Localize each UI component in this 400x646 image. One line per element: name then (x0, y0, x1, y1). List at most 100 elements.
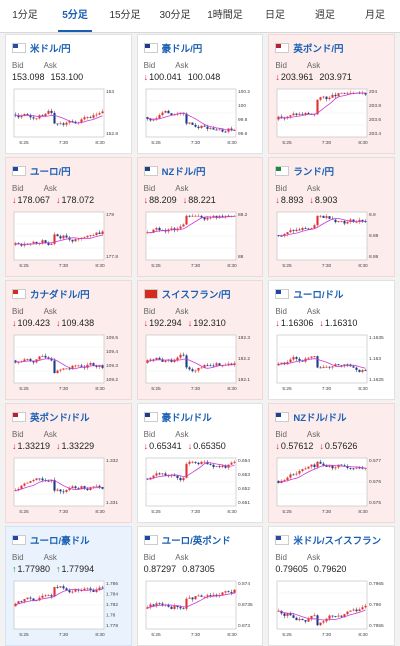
candle-body (182, 224, 185, 227)
candle-body (29, 597, 32, 599)
candle-body (59, 586, 62, 588)
currency-card[interactable]: 豪ドル/ドルBidAsk0.653410.653500.6540.6530.65… (136, 403, 264, 523)
moving-average-line (278, 609, 366, 621)
tab-8[interactable]: 月足 (365, 10, 385, 21)
candle-body (86, 488, 89, 491)
currency-card[interactable]: カナダドル/円BidAsk109.423109.438109.5109.4109… (5, 280, 132, 400)
pair-title[interactable]: 豪ドル/円 (143, 41, 202, 55)
currency-card[interactable]: ユーロ/ドルBidAsk1.163061.163101.16351.1631.1… (268, 280, 395, 400)
x-tick-label: 8:30 (359, 632, 369, 638)
bid-label: Bid (143, 307, 156, 316)
candle-body (286, 362, 289, 365)
price-labels: Bid Ask (275, 184, 320, 193)
pair-title[interactable]: スイスフラン/円 (143, 287, 231, 301)
chart-area[interactable]: 153 152.8 5:25 7:30 8:30 (12, 87, 127, 147)
candle-body (65, 489, 68, 492)
currency-card[interactable]: スイスフラン/円BidAsk192.294192.310192.3192.219… (136, 280, 264, 400)
tab-4[interactable]: 30分足 (159, 10, 191, 21)
candle-body (203, 365, 206, 368)
y-tick-label: 109.4 (106, 349, 118, 355)
candle-body (41, 355, 44, 357)
chart-area[interactable]: 204 203.8 203.6 203.4 5:25 7:30 8:30 (275, 87, 390, 147)
currency-card[interactable]: ユーロ/英ポンド Bid Ask 0.87297 0.87305 0.874 0.8735 0… (136, 526, 264, 646)
candle-body (179, 226, 182, 229)
pair-title[interactable]: 豪ドル/ドル (143, 410, 212, 424)
candle-body (340, 464, 343, 466)
currency-card[interactable]: ユーロ/豪ドルBidAsk1.779801.779941.7861.7841.7… (5, 526, 132, 646)
candle-body (185, 598, 188, 609)
tab-5[interactable]: 1時間足 (207, 10, 243, 21)
candle-body (50, 595, 53, 597)
bid-price: 0.65341 (144, 441, 182, 451)
pair-title[interactable]: 英ポンド/ドル (12, 410, 90, 424)
candle-body (313, 225, 316, 229)
x-tick-label: 7:30 (190, 140, 200, 146)
candle-body (152, 359, 155, 361)
candle-body (32, 598, 35, 601)
x-tick-label: 7:30 (59, 509, 69, 515)
currency-card[interactable]: ランド/円 Bid Ask8.893 8.903 8.9 8.88 8.86 5:25 7:30… (268, 157, 395, 277)
candle-body (233, 215, 236, 217)
chart-area[interactable]: 0.577 0.576 0.575 5:25 7:30 8:30 (275, 456, 390, 516)
tab-1[interactable]: 1分足 (12, 10, 38, 21)
moving-average-line (278, 92, 366, 119)
candle-body (68, 590, 71, 593)
tab-6[interactable]: 日足 (265, 10, 285, 21)
pair-title[interactable]: ユーロ/ドル (275, 287, 343, 301)
chart-area[interactable]: 0.7965 0.796 0.7955 5:25 7:30 8:30 (275, 579, 390, 639)
bid-price: 1.33219 (12, 441, 51, 451)
pair-title[interactable]: NZドル/ドル (275, 410, 347, 424)
candle-body (95, 232, 98, 236)
candle-body (62, 368, 65, 370)
currency-card[interactable]: 米ドル/円 Bid Ask 153.098 153.100 153 152.8 5:25 7:3… (5, 34, 132, 154)
currency-card[interactable]: NZドル/円 Bid Ask 88.209 88.221 88.2 88 5:25 7:30 8:… (136, 157, 264, 277)
currency-card[interactable]: ユーロ/円 Bid Ask 178.067 178.072 178 177.8 5:25 7:3… (5, 157, 132, 277)
chart-area[interactable]: 1.332 1.331 5:25 7:30 8:30 (12, 456, 127, 516)
candle-body (307, 618, 310, 622)
candle-body (23, 359, 26, 362)
tab-2[interactable]: 5分足 (50, 0, 100, 32)
tab-3[interactable]: 15分足 (109, 10, 141, 21)
chart-area[interactable]: 1.786 1.784 1.782 1.78 1.778 5:25 7:30 8:30 (12, 579, 127, 639)
candle-body (161, 473, 164, 475)
pair-title[interactable]: ユーロ/英ポンド (143, 533, 231, 547)
x-tick-label: 8:30 (227, 386, 237, 392)
currency-card[interactable]: 豪ドル/円 Bid Ask 100.041 100.048 100.2 100 99.8 99.… (136, 34, 264, 154)
chart-area[interactable]: 109.5 109.4 109.3 109.2 5:25 7:30 8:30 (12, 333, 127, 393)
chart-area[interactable]: 88.2 88 5:25 7:30 8:30 (144, 210, 259, 270)
y-tick-label: 0.576 (369, 479, 381, 485)
y-tick-label: 192.2 (238, 356, 250, 362)
pair-title[interactable]: ユーロ/豪ドル (12, 533, 90, 547)
x-tick-label: 8:30 (95, 386, 105, 392)
pair-name: ランド/円 (293, 167, 334, 178)
chart-area[interactable]: 100.2 100 99.8 99.6 5:25 7:30 8:30 (144, 87, 259, 147)
pair-title[interactable]: ユーロ/円 (12, 164, 71, 178)
candle-body (47, 357, 50, 359)
currency-card[interactable]: 英ポンド/円BidAsk203.961203.971204203.8203.62… (268, 34, 395, 154)
timeframe-tabs: 1分足 5分足 15分足 30分足 1時間足 日足 週足 月足 (0, 0, 400, 33)
chart-area[interactable]: 192.3 192.2 192.1 5:25 7:30 8:30 (144, 333, 259, 393)
candle-body (325, 96, 328, 100)
chart-area[interactable]: 0.874 0.8735 0.873 5:25 7:30 8:30 (144, 579, 259, 639)
candle-body (298, 113, 301, 115)
pair-title[interactable]: 米ドル/スイスフラン (275, 533, 381, 547)
chart-area[interactable]: 178 177.8 5:25 7:30 8:30 (12, 210, 127, 270)
candle-body (191, 122, 194, 125)
pair-title[interactable]: 米ドル/円 (12, 41, 71, 55)
tab-7[interactable]: 週足 (315, 10, 335, 21)
chart-area[interactable]: 8.9 8.88 8.86 5:25 7:30 8:30 (275, 210, 390, 270)
currency-card[interactable]: 米ドル/スイスフラン Bid Ask 0.79605 0.79620 0.7965 0.79… (268, 526, 395, 646)
candle-body (32, 241, 35, 244)
y-tick-label: 109.2 (106, 377, 118, 383)
pair-title[interactable]: NZドル/円 (143, 164, 205, 178)
currency-card[interactable]: NZドル/ドルBidAsk0.576120.576260.5770.5760.5… (268, 403, 395, 523)
candle-body (65, 368, 68, 370)
candle-body (334, 219, 337, 223)
pair-title[interactable]: 英ポンド/円 (275, 41, 343, 55)
ask-label: Ask (43, 184, 57, 193)
pair-title[interactable]: ランド/円 (275, 164, 334, 178)
chart-area[interactable]: 0.654 0.653 0.652 0.651 5:25 7:30 8:30 (144, 456, 259, 516)
currency-card[interactable]: 英ポンド/ドル Bid Ask 1.33219 1.33229 1.332 1.331 5:2… (5, 403, 132, 523)
pair-title[interactable]: カナダドル/円 (12, 287, 90, 301)
chart-area[interactable]: 1.1635 1.163 1.1625 5:25 7:30 8:30 (275, 333, 390, 393)
